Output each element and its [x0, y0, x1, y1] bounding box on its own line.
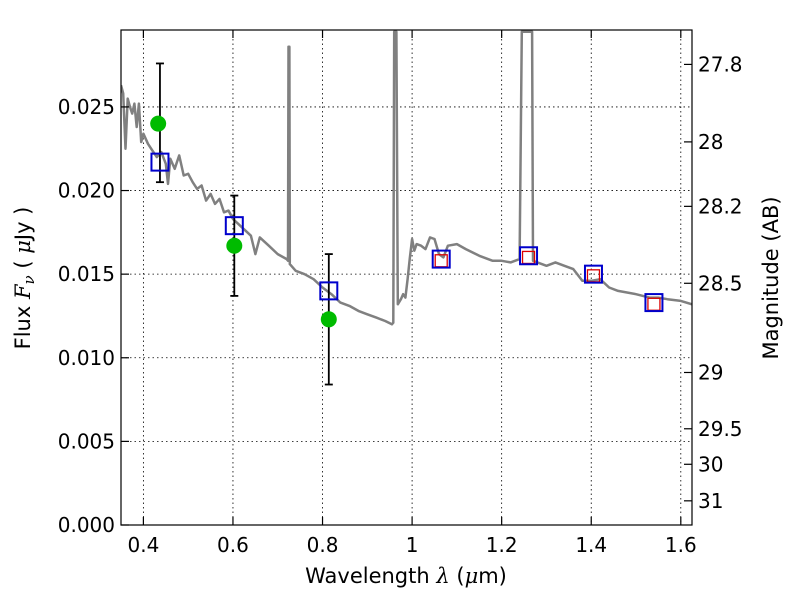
model-marker: [224, 216, 244, 236]
observed-point: [150, 115, 167, 132]
x-tick-label: 1: [406, 533, 419, 557]
y2-tick-label: 29.5: [698, 417, 743, 441]
y-tick-label: 0.010: [58, 346, 115, 370]
y2-tick-label: 31: [698, 489, 723, 513]
y2-tick-label: 28.2: [698, 194, 743, 218]
x-tick-label: 0.4: [127, 533, 159, 557]
x-tick-label: 1.2: [486, 533, 518, 557]
y2-tick-label: 29: [698, 360, 723, 384]
y2-axis-label: Magnitude (AB): [759, 196, 783, 359]
model-marker: [431, 249, 451, 269]
axes: 0.4 0.6 0.8 1 1.2 1.4 1.6 0.000 0.005 0.010 0.015 0…: [58, 29, 743, 557]
y2-tick-label: 28: [698, 130, 723, 154]
x-tick-label: 1.6: [665, 533, 697, 557]
y2-tick-label: 28.5: [698, 271, 743, 295]
y2-tick-label: 27.8: [698, 52, 743, 76]
grid-lines: [121, 30, 692, 525]
y-tick-label: 0.025: [58, 95, 115, 119]
y-tick-label: 0.005: [58, 429, 115, 453]
x-tick-label: 1.4: [575, 533, 607, 557]
upper-limit-marker: [647, 297, 661, 311]
spectrum-line: [121, 30, 692, 326]
model-marker: [319, 281, 339, 301]
observed-point: [226, 237, 243, 254]
model-marker: [519, 246, 539, 266]
model-marker: [583, 264, 603, 284]
x-axis-label: Wavelength λ (μm): [305, 564, 507, 588]
y-tick-label: 0.020: [58, 179, 115, 203]
y-axis-label: Flux Fν ( μJy ): [11, 207, 38, 350]
y-tick-label: 0.015: [58, 262, 115, 286]
x-tick-label: 0.8: [307, 533, 339, 557]
plot-area: [121, 30, 692, 386]
plot-frame: [120, 29, 693, 526]
x-tick-label: 0.6: [217, 533, 249, 557]
observed-point: [320, 311, 337, 328]
model-marker: [644, 293, 664, 313]
model-marker: [150, 152, 170, 172]
y2-tick-label: 30: [698, 452, 723, 476]
y-tick-label: 0.000: [58, 513, 115, 537]
